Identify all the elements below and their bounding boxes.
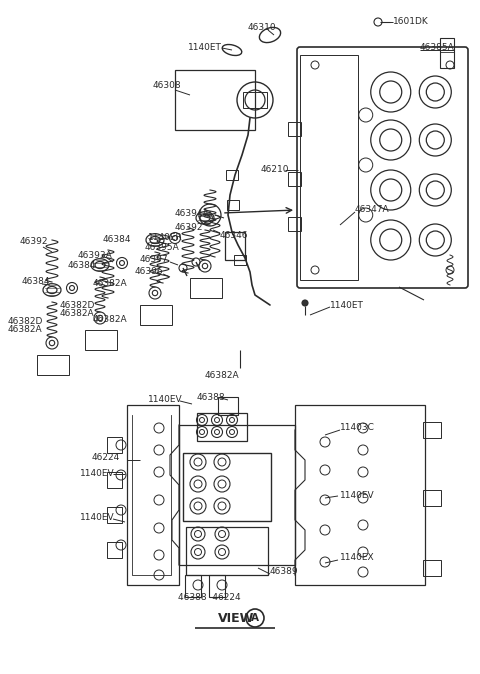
Text: 46210: 46210	[261, 166, 289, 175]
Bar	[179, 425, 295, 565]
Text: A: A	[251, 613, 259, 623]
Bar	[295, 405, 425, 585]
Bar	[218, 397, 238, 415]
Text: 46388  46224: 46388 46224	[178, 592, 240, 601]
Text: 46382D: 46382D	[60, 301, 96, 309]
Text: 1140EX: 1140EX	[340, 553, 374, 563]
Bar	[440, 38, 454, 68]
Text: 46395A: 46395A	[145, 243, 180, 251]
Text: 46382A: 46382A	[8, 326, 43, 334]
Bar	[300, 55, 358, 280]
Text: 46388: 46388	[197, 392, 226, 402]
Bar	[185, 575, 201, 597]
Bar	[107, 472, 122, 488]
Text: 1140EV: 1140EV	[80, 514, 115, 522]
Text: 46347A: 46347A	[355, 206, 390, 214]
Text: 46382A: 46382A	[93, 278, 128, 288]
Bar	[197, 413, 247, 441]
Bar	[209, 575, 225, 597]
Text: 1140ET: 1140ET	[330, 301, 364, 309]
Text: 1140ET: 1140ET	[188, 42, 222, 51]
Text: 46392: 46392	[20, 237, 48, 247]
Bar	[243, 92, 267, 108]
Text: 46397: 46397	[140, 255, 168, 264]
Text: 46394A: 46394A	[175, 208, 210, 218]
Bar	[288, 122, 301, 136]
Circle shape	[302, 300, 308, 306]
Text: 46384: 46384	[22, 278, 50, 286]
Text: 1140EV: 1140EV	[80, 468, 115, 477]
Text: 1140EV: 1140EV	[340, 491, 374, 499]
Bar	[190, 278, 222, 298]
Bar	[107, 542, 122, 558]
Bar	[226, 170, 238, 180]
Text: 46396: 46396	[135, 268, 164, 276]
Text: A: A	[207, 210, 213, 220]
Text: 46308: 46308	[153, 82, 181, 90]
Bar	[288, 217, 301, 231]
Text: 46310: 46310	[248, 24, 276, 32]
Text: 46382A: 46382A	[205, 371, 240, 379]
Bar	[186, 527, 268, 575]
Bar	[423, 422, 441, 438]
Text: 46346: 46346	[220, 231, 249, 239]
Bar	[107, 507, 122, 523]
Bar	[140, 305, 172, 325]
Text: 1140ER: 1140ER	[148, 233, 183, 241]
Bar	[37, 355, 69, 375]
Bar	[423, 560, 441, 576]
Text: 46384: 46384	[103, 235, 132, 245]
Bar	[227, 200, 239, 210]
Bar	[225, 232, 245, 260]
Bar	[85, 330, 117, 350]
Bar	[183, 453, 271, 521]
Text: 46389: 46389	[270, 568, 299, 576]
Bar	[127, 405, 179, 585]
Bar	[423, 490, 441, 506]
Bar	[107, 437, 122, 453]
Text: VIEW: VIEW	[218, 611, 254, 625]
Text: 1601DK: 1601DK	[393, 18, 429, 26]
Bar	[234, 255, 246, 265]
Text: 11403C: 11403C	[340, 423, 375, 433]
Text: 46382A: 46382A	[93, 315, 128, 324]
Text: 46382A: 46382A	[60, 309, 95, 317]
Text: 46382D: 46382D	[8, 317, 43, 326]
Text: 46224: 46224	[92, 454, 120, 462]
Text: 46393A: 46393A	[78, 251, 113, 259]
Text: 46384: 46384	[68, 260, 96, 270]
Text: 1140EV: 1140EV	[148, 396, 182, 404]
Bar	[288, 172, 301, 186]
Bar	[175, 70, 255, 130]
Text: 46392: 46392	[175, 224, 204, 233]
Text: 46385A: 46385A	[420, 44, 455, 53]
